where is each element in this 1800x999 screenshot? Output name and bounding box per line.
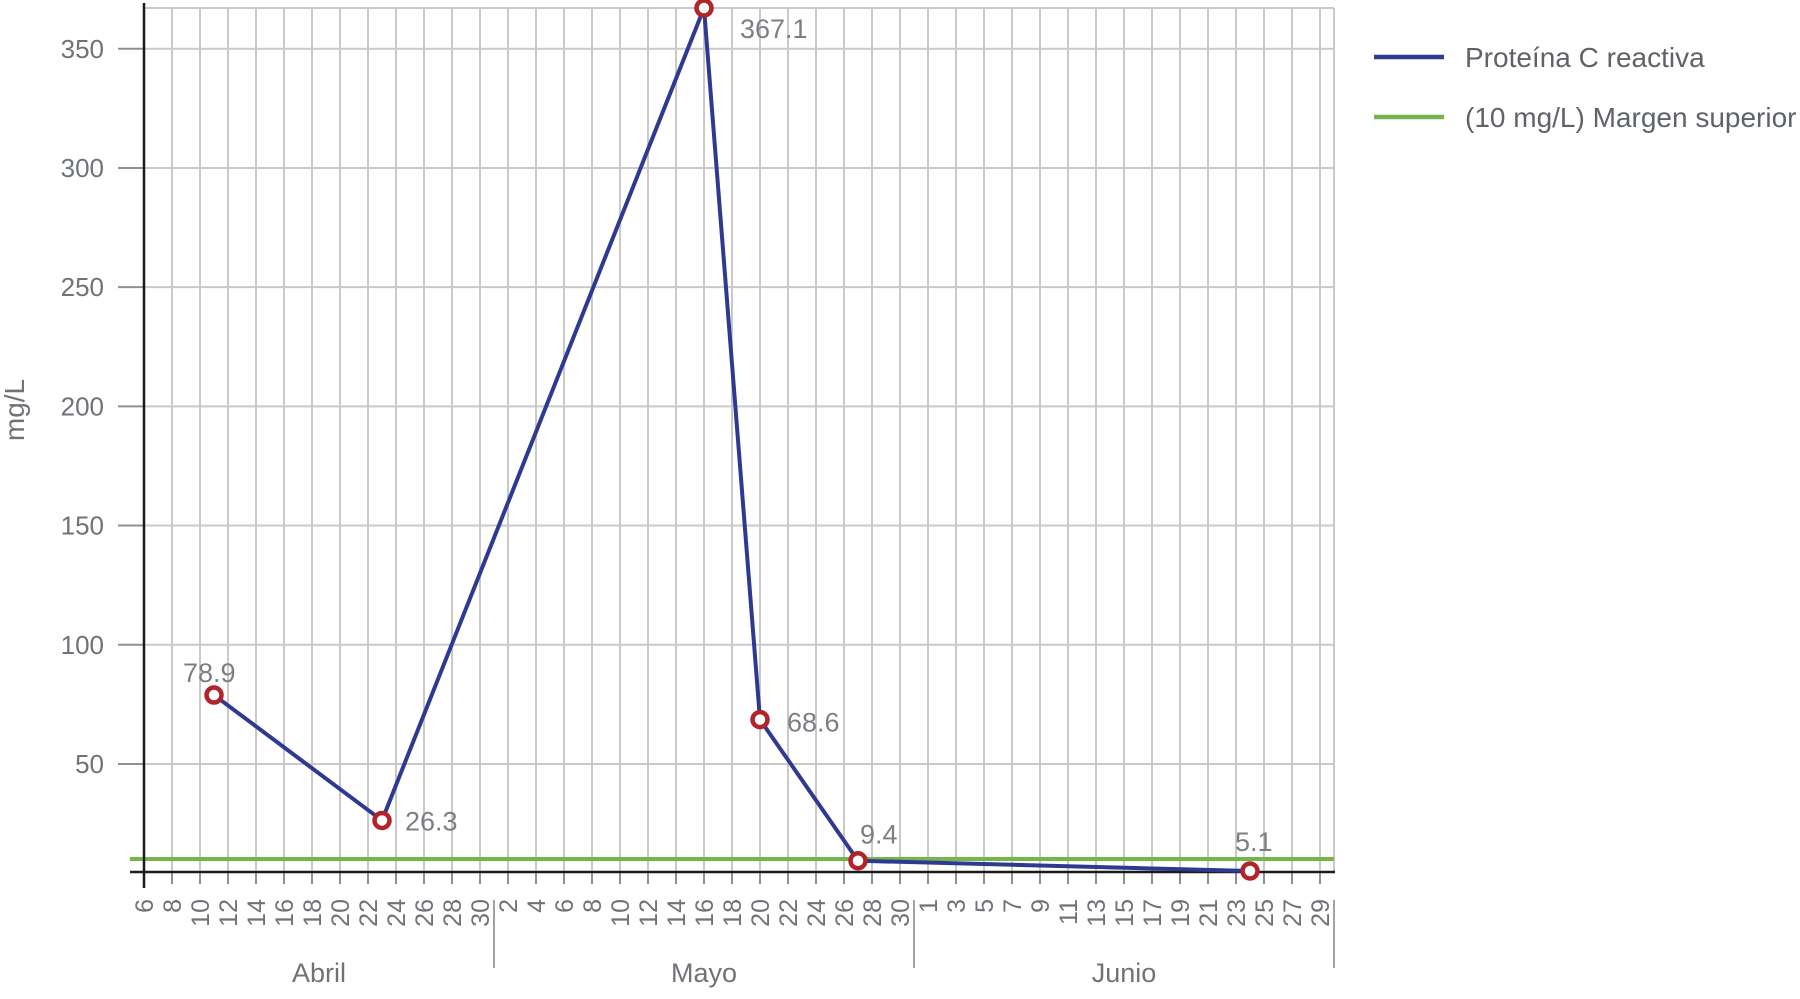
- x-tick-label: 18: [719, 899, 747, 927]
- x-tick-label: 13: [1083, 899, 1111, 927]
- x-tick-label: 5: [971, 899, 999, 913]
- x-tick-label: 9: [1027, 899, 1055, 913]
- x-tick-label: 22: [355, 899, 383, 927]
- x-tick-label: 29: [1307, 899, 1335, 927]
- y-tick-label: 300: [61, 153, 104, 183]
- y-tick-label: 200: [61, 391, 104, 421]
- y-axis-title: mg/L: [0, 379, 30, 441]
- x-tick-label: 3: [943, 899, 971, 913]
- x-tick-label: 24: [803, 899, 831, 927]
- month-label-junio: Junio: [1092, 958, 1157, 988]
- x-tick-label: 2: [495, 899, 523, 913]
- data-point-marker[interactable]: [750, 709, 770, 730]
- month-label-abril: Abril: [292, 958, 346, 988]
- point-label-9-4: 9.4: [860, 820, 898, 850]
- x-tick-label: 12: [635, 899, 663, 927]
- legend-label-threshold: (10 mg/L) Margen superior: [1465, 102, 1796, 133]
- y-tick-label: 100: [61, 630, 104, 660]
- legend: Proteína C reactiva (10 mg/L) Margen sup…: [1374, 42, 1796, 133]
- data-point-marker[interactable]: [372, 810, 392, 831]
- point-label-78-9: 78.9: [183, 658, 236, 688]
- x-tick-label: 8: [159, 899, 187, 913]
- x-tick-label: 6: [551, 899, 579, 913]
- x-tick-label: 28: [439, 899, 467, 927]
- x-tick-label: 12: [215, 899, 243, 927]
- x-tick-label: 30: [467, 899, 495, 927]
- x-tick-label: 14: [663, 899, 691, 927]
- x-tick-label: 21: [1195, 899, 1223, 927]
- x-tick-label: 24: [383, 899, 411, 927]
- series-layer: [204, 0, 1260, 881]
- x-tick-label: 28: [859, 899, 887, 927]
- crp-series-line: [212, 6, 1251, 873]
- x-tick-label: 19: [1167, 899, 1195, 927]
- legend-label-crp: Proteína C reactiva: [1465, 42, 1705, 73]
- x-tick-label: 8: [579, 899, 607, 913]
- month-label-mayo: Mayo: [671, 958, 737, 988]
- point-label-26-3: 26.3: [405, 806, 458, 836]
- x-tick-label: 23: [1223, 899, 1251, 927]
- data-point-marker[interactable]: [204, 685, 224, 705]
- x-tick-label: 26: [411, 899, 439, 927]
- y-tick-label: 150: [61, 511, 104, 541]
- x-tick-label: 16: [691, 899, 719, 927]
- x-tick-label: 7: [999, 899, 1027, 913]
- x-tick-label: 26: [831, 899, 859, 927]
- x-tick-label: 1: [915, 899, 943, 913]
- x-tick-label: 16: [271, 899, 299, 927]
- x-tick-label: 10: [607, 899, 635, 927]
- point-label-68-6: 68.6: [787, 708, 840, 738]
- x-tick-label: 4: [523, 899, 551, 913]
- x-tick-label: 18: [299, 899, 327, 927]
- x-tick-label: 22: [775, 899, 803, 927]
- x-tick-label: 6: [131, 899, 159, 913]
- x-tick-label: 15: [1111, 899, 1139, 927]
- point-label-367-1: 367.1: [740, 14, 808, 44]
- x-tick-label: 30: [887, 899, 915, 927]
- x-tick-label: 25: [1251, 899, 1279, 927]
- y-tick-label: 250: [61, 272, 104, 302]
- x-tick-label: 20: [327, 899, 355, 927]
- data-point-marker[interactable]: [848, 850, 868, 871]
- x-tick-label: 10: [187, 899, 215, 927]
- point-label-5-1: 5.1: [1235, 827, 1273, 857]
- y-tick-label: 350: [61, 34, 104, 64]
- x-tick-label: 20: [747, 899, 775, 927]
- data-point-marker[interactable]: [694, 0, 714, 18]
- x-tick-label: 14: [243, 899, 271, 927]
- y-tick-label: 50: [75, 749, 104, 779]
- x-tick-label: 11: [1055, 899, 1083, 925]
- x-tick-label: 17: [1139, 899, 1167, 927]
- x-tick-label: 27: [1279, 899, 1307, 927]
- data-point-marker[interactable]: [1240, 861, 1260, 881]
